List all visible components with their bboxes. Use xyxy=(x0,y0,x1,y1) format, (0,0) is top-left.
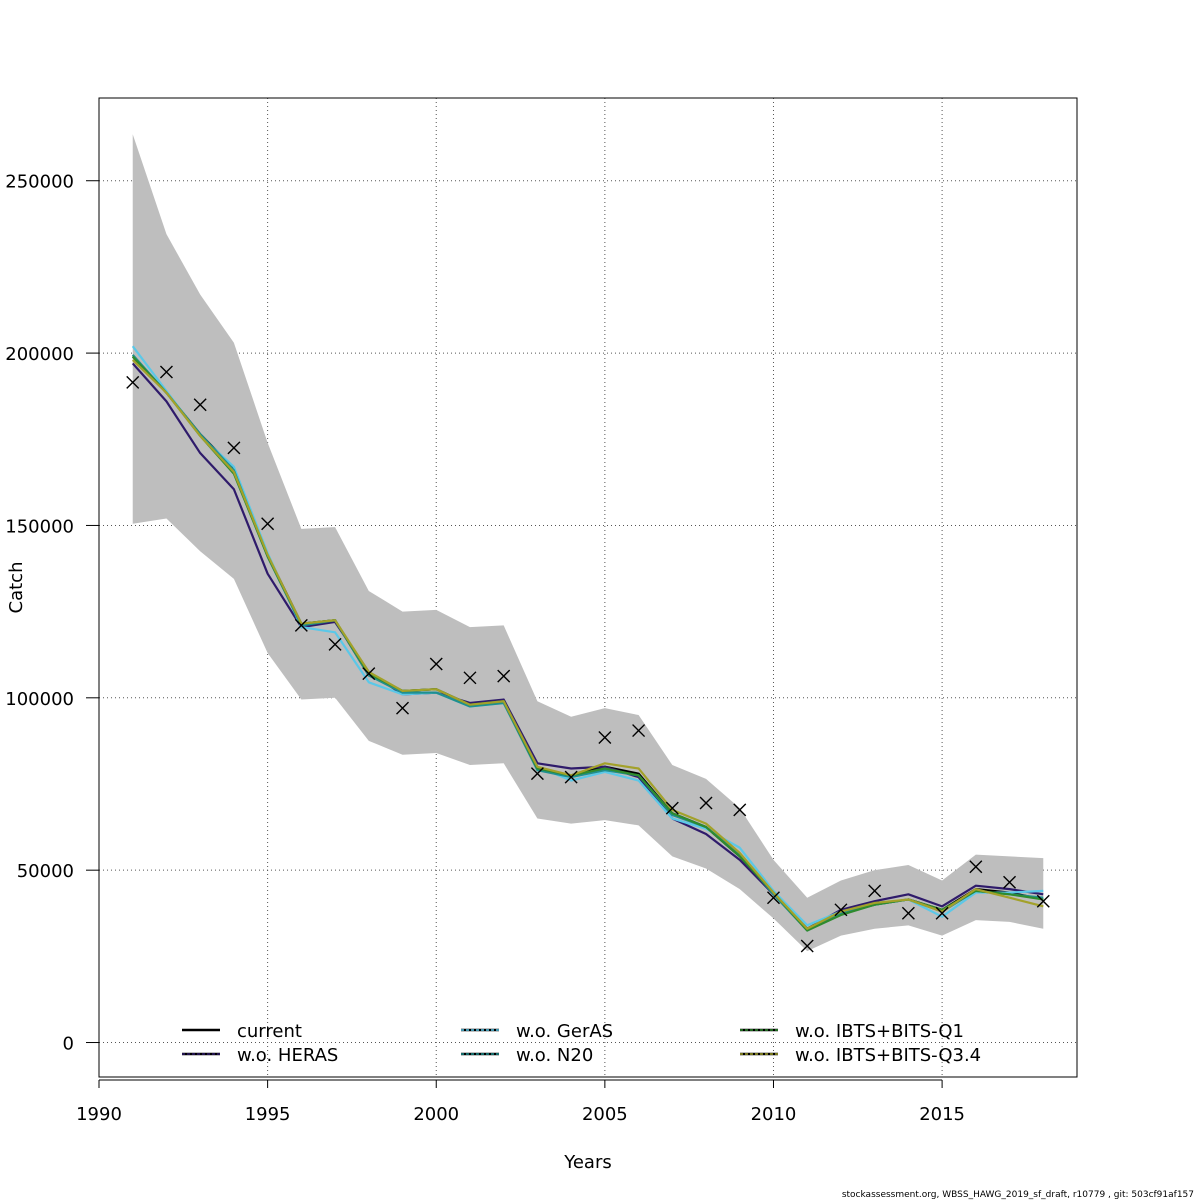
confidence-band-layer xyxy=(132,134,1044,952)
legend-label-1: w.o. HERAS xyxy=(237,1045,338,1066)
observed-point-22 xyxy=(868,884,882,898)
x-tick-label-5: 2015 xyxy=(919,1104,965,1125)
y-tick-label-4: 200000 xyxy=(5,344,74,365)
observed-point-25 xyxy=(969,860,983,874)
x-tick-label-2: 2000 xyxy=(413,1104,459,1125)
observed-point-26 xyxy=(1003,875,1017,889)
legend-label-3: w.o. N20 xyxy=(516,1045,593,1066)
y-axis-title: Catch xyxy=(6,562,27,614)
observed-point-11 xyxy=(497,669,511,683)
x-tick-label-3: 2005 xyxy=(582,1104,628,1125)
grid-layer xyxy=(98,98,1077,1077)
legend-label-0: current xyxy=(237,1021,302,1042)
x-tick-label-1: 1995 xyxy=(245,1104,291,1125)
observed-point-14 xyxy=(598,730,612,744)
observed-point-10 xyxy=(463,671,477,685)
footer-credit: stockassessment.org, WBSS_HAWG_2019_sf_d… xyxy=(842,1190,1194,1200)
observed-point-1 xyxy=(159,365,173,379)
series-line-5 xyxy=(131,359,1044,930)
legend: current w.o. HERAS w.o. GerAS w.o. N20 w.o. … xyxy=(182,1021,981,1066)
legend-label-4: w.o. IBTS+BITS-Q1 xyxy=(795,1021,964,1042)
plot-frame xyxy=(98,97,1078,1078)
observed-point-19 xyxy=(766,891,780,905)
axis-layer: 1990 1995 2000 2005 2010 2015 0 50000 100000 1500… xyxy=(5,172,965,1125)
x-tick-label-0: 1990 xyxy=(76,1104,122,1125)
y-tick-label-2: 100000 xyxy=(5,689,74,710)
observed-point-17 xyxy=(699,796,713,810)
confidence-band xyxy=(132,134,1044,952)
series-line-1 xyxy=(131,362,1044,930)
observed-point-2 xyxy=(193,398,207,412)
observed-point-20 xyxy=(800,939,814,953)
observed-point-23 xyxy=(901,906,915,920)
observed-point-18 xyxy=(733,803,747,817)
legend-label-5: w.o. IBTS+BITS-Q3.4 xyxy=(795,1045,981,1066)
legend-label-2: w.o. GerAS xyxy=(516,1021,613,1042)
observed-point-12 xyxy=(530,767,544,781)
observed-point-9 xyxy=(429,657,443,671)
series-layer xyxy=(131,345,1044,932)
observed-point-15 xyxy=(632,724,646,738)
x-axis-title: Years xyxy=(563,1152,612,1173)
y-tick-label-5: 250000 xyxy=(5,172,74,193)
observed-point-13 xyxy=(564,770,578,784)
y-tick-label-1: 50000 xyxy=(17,861,74,882)
observed-point-24 xyxy=(935,906,949,920)
observed-point-8 xyxy=(396,701,410,715)
observed-point-7 xyxy=(362,667,376,681)
y-tick-label-0: 0 xyxy=(63,1034,74,1055)
observed-point-16 xyxy=(665,801,679,815)
observed-point-6 xyxy=(328,637,342,651)
observed-points-layer xyxy=(126,365,1050,953)
observed-point-3 xyxy=(227,441,241,455)
observed-point-4 xyxy=(261,517,275,531)
x-tick-label-4: 2010 xyxy=(751,1104,797,1125)
observed-point-27 xyxy=(1036,894,1050,908)
observed-point-5 xyxy=(294,618,308,632)
y-tick-label-3: 150000 xyxy=(5,516,74,537)
observed-point-0 xyxy=(126,375,140,389)
observed-point-21 xyxy=(834,903,848,917)
